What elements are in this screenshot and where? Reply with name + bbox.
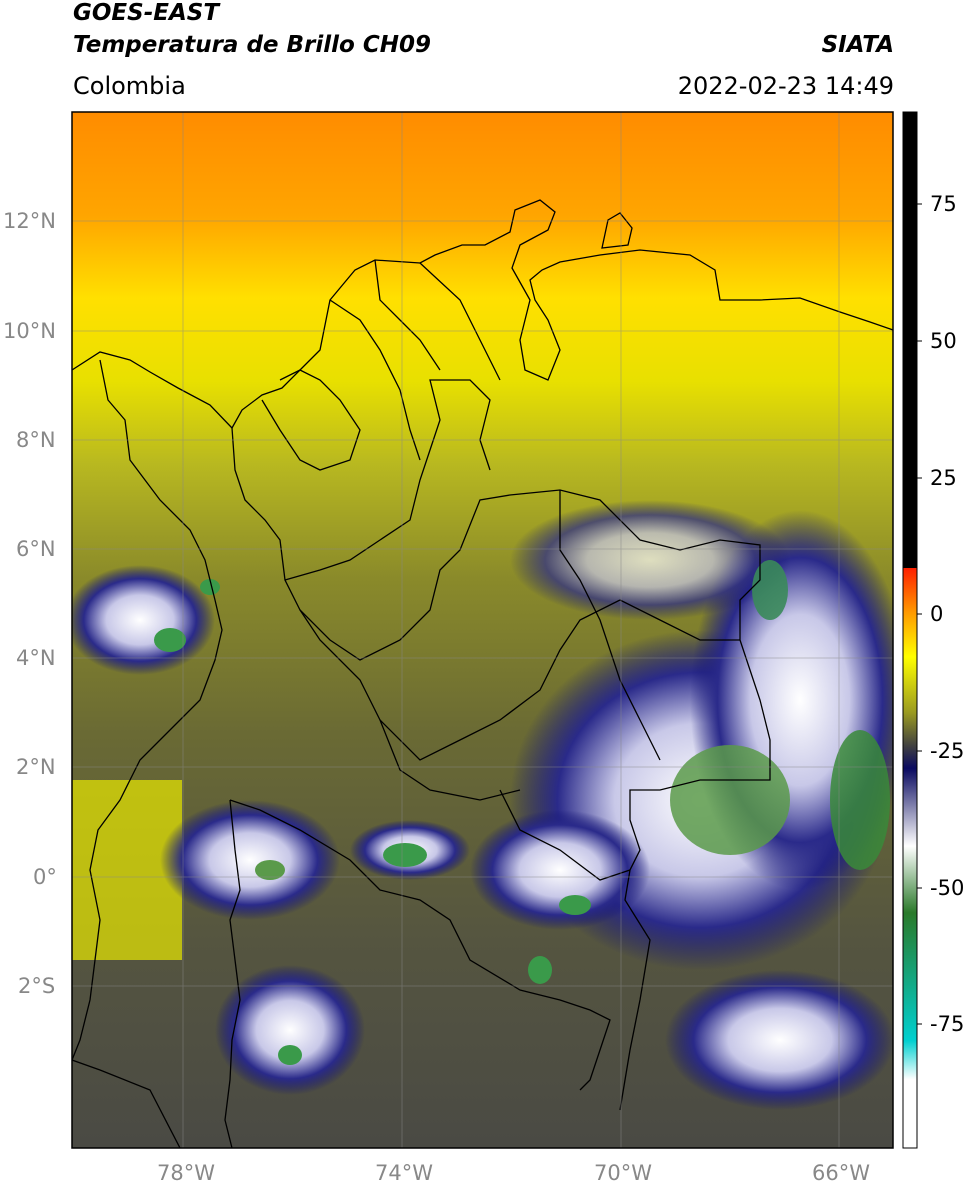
product-title: Temperatura de Brillo CH09 [73,32,431,58]
agency-label: SIATA [821,32,894,58]
colorbar-black-segment [903,112,917,568]
colorbar-frame [902,111,918,1149]
satellite-title: GOES-EAST [73,0,220,26]
lat-label-2s: 2°S [18,974,56,998]
colorbar-tick-neg50: -50 [930,876,965,900]
colorbar-tick-neg25: -25 [930,739,965,763]
datetime-label: 2022-02-23 14:49 [677,72,894,100]
lat-label-6n: 6°N [16,537,56,561]
lat-label-0: 0° [33,865,57,889]
colorbar [902,111,922,1149]
lat-label-10n: 10°N [3,319,56,343]
map-frame [71,111,894,1149]
region-label: Colombia [73,72,186,100]
gridlines [72,112,893,1148]
colorbar-tick-50: 50 [930,329,957,353]
lon-label-66w: 66°W [812,1161,870,1185]
lon-label-74w: 74°W [375,1161,433,1185]
lat-label-2n: 2°N [16,755,56,779]
lat-label-12n: 12°N [3,209,56,233]
lon-label-78w: 78°W [157,1161,215,1185]
lat-label-8n: 8°N [16,428,56,452]
colorbar-white-segment [903,1124,917,1148]
colorbar-tick-0: 0 [930,602,944,626]
colorbar-tick-75: 75 [930,192,957,216]
colorbar-tick-neg75: -75 [930,1012,965,1036]
lon-label-70w: 70°W [594,1161,652,1185]
colorbar-tick-25: 25 [930,466,957,490]
satellite-image [72,112,893,1148]
lat-label-4n: 4°N [16,646,56,670]
colorbar-gradient [903,568,917,1124]
